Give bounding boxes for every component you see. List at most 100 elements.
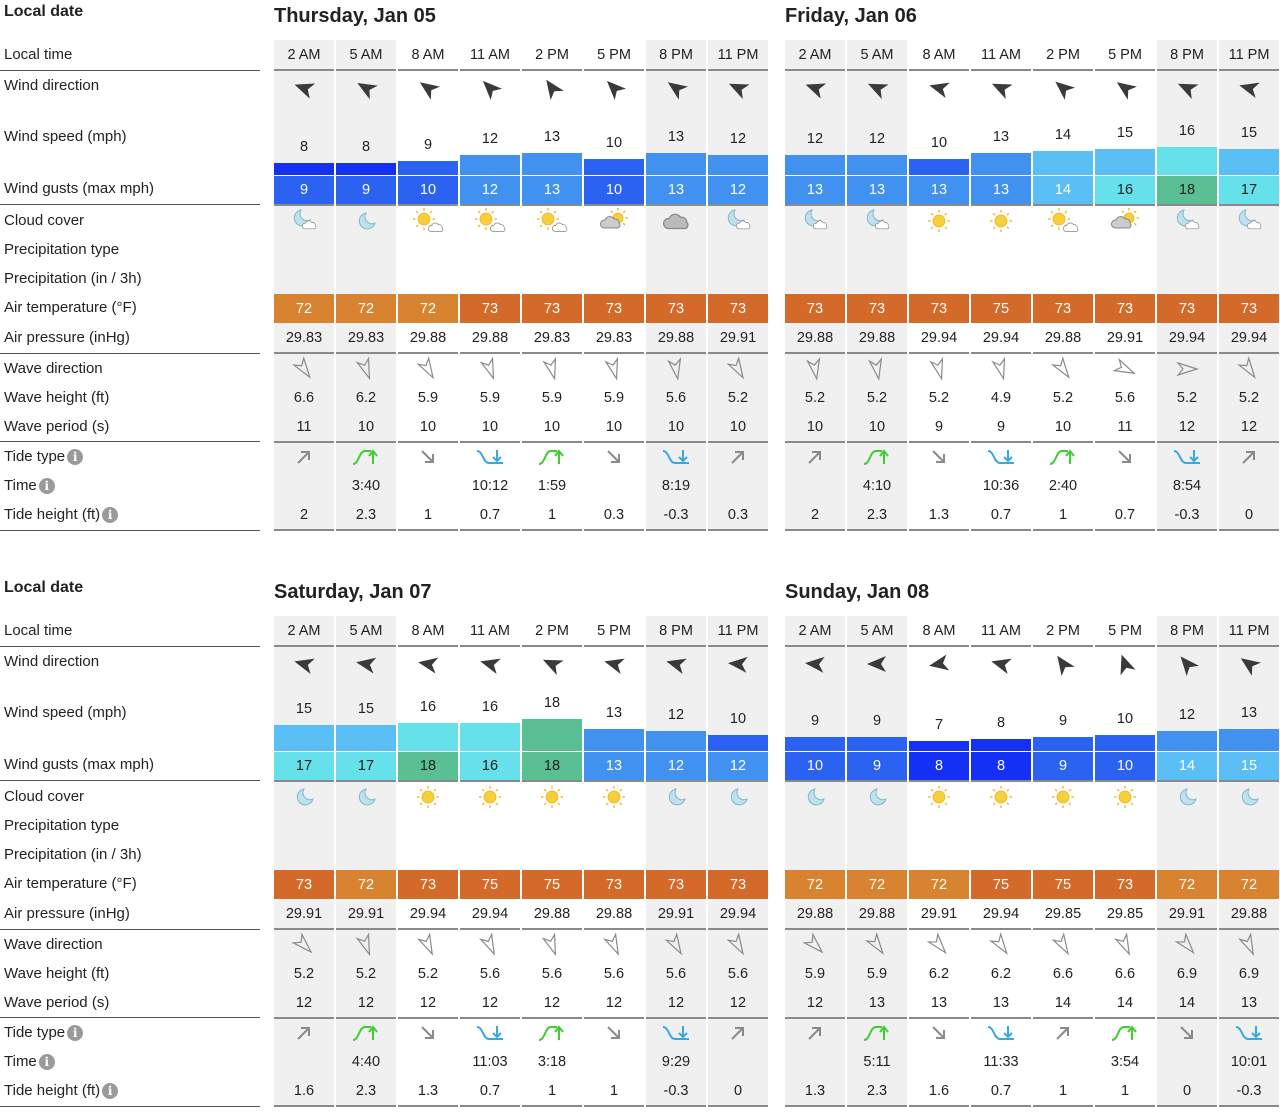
wind-gust-value: 9 [274, 175, 334, 204]
time-divider [1219, 645, 1279, 647]
time-cell: 5 AM [349, 46, 383, 63]
wind-gust-value: 16 [460, 751, 520, 780]
wind-direction-icon [1219, 71, 1279, 104]
precipitation-type-label-text: Precipitation type [4, 241, 120, 258]
wave-direction-icon [1095, 930, 1155, 959]
wave-period-value: 10 [868, 418, 886, 435]
wave-divider [708, 441, 768, 443]
wind-gust-value: 18 [398, 751, 458, 780]
gust-divider [909, 780, 969, 782]
time-divider [460, 69, 520, 71]
wind-gust-value: 13 [971, 175, 1031, 204]
wind-direction-icon [1157, 71, 1217, 104]
gust-divider [398, 204, 458, 206]
tide-time-value: 11:03 [472, 1053, 508, 1070]
wind-speed-value: 13 [667, 129, 685, 145]
wave-divider [646, 441, 706, 443]
moon-cloud-icon [847, 206, 907, 236]
wind-gust-value: 13 [522, 175, 582, 204]
wave-height-value: 6.2 [928, 965, 950, 982]
wind-gust-value: 10 [584, 175, 644, 204]
info-icon[interactable]: i [38, 477, 55, 494]
pressure-divider [584, 928, 644, 930]
tide-rising-icon [274, 443, 334, 471]
wave-height-value: 5.2 [1052, 389, 1074, 406]
time-divider [1095, 69, 1155, 71]
tide-height-value: 2.3 [866, 1082, 888, 1099]
wind-speed-value: 15 [357, 701, 375, 717]
pressure-value: 29.88 [796, 905, 834, 922]
wind-speed-value: 15 [295, 701, 313, 717]
tide-high-icon [847, 443, 907, 471]
forecast-column: 11 PM 10 12 73 29.94 5.6 12 0 [708, 616, 768, 1107]
wave-period-value: 12 [295, 994, 313, 1011]
wind-direction-icon [785, 647, 845, 680]
time-cell: 11 PM [1228, 46, 1270, 63]
wind-gust-value: 10 [398, 175, 458, 204]
wind-speed-value: 9 [423, 137, 433, 153]
tide-time-value: 10:12 [471, 477, 509, 494]
info-icon[interactable]: i [67, 1024, 84, 1041]
tide-divider [1033, 529, 1093, 531]
tide-rising-icon [274, 1019, 334, 1047]
tide-height-value: -0.3 [1174, 506, 1200, 523]
wind-gust-value: 12 [460, 175, 520, 204]
forecast-column: 8 AM 10 13 73 29.94 5.2 9 1.3 [909, 40, 969, 531]
pressure-value: 29.91 [920, 905, 958, 922]
gust-divider [584, 780, 644, 782]
tide-height-value: 1 [547, 506, 557, 523]
wave-height-value: 5.9 [603, 389, 625, 406]
time-divider [847, 69, 907, 71]
precipitation-label-text: Precipitation (in / 3h) [4, 846, 142, 863]
wave-divider [971, 1017, 1031, 1019]
wave-divider [336, 1017, 396, 1019]
info-icon[interactable]: i [102, 1082, 119, 1099]
wave-height-value: 5.9 [417, 389, 439, 406]
tide-height-value: 1.3 [928, 506, 950, 523]
tide-type-label: Tide type i [4, 448, 84, 465]
wind-speed-value: 10 [930, 135, 948, 151]
time-divider [847, 645, 907, 647]
tide-low-icon [646, 443, 706, 471]
time-cell: 8 PM [1170, 622, 1204, 639]
day-title: Sunday, Jan 08 [785, 581, 930, 603]
tide-divider [460, 529, 520, 531]
pressure-divider [1033, 928, 1093, 930]
info-icon[interactable]: i [38, 1053, 55, 1070]
wave-direction-icon [909, 930, 969, 959]
pressure-value: 29.88 [409, 329, 447, 346]
wind-gust-value: 10 [1095, 751, 1155, 780]
gust-divider [1033, 204, 1093, 206]
wave-direction-icon [785, 354, 845, 383]
wind-speed-value: 10 [1116, 711, 1134, 727]
info-icon[interactable]: i [102, 506, 119, 523]
time-divider [971, 645, 1031, 647]
moon-icon [847, 782, 907, 812]
pressure-divider [708, 352, 768, 354]
wind-speed-bar [909, 741, 969, 751]
temperature-value: 73 [909, 294, 969, 323]
pressure-value: 29.88 [595, 905, 633, 922]
wind-gust-value: 9 [336, 175, 396, 204]
gust-divider [708, 204, 768, 206]
forecast-column: 2 AM 8 9 72 29.83 6.6 11 2 [274, 40, 334, 531]
pressure-value: 29.94 [1168, 329, 1206, 346]
wind-direction-icon [909, 647, 969, 680]
tide-low-icon [460, 443, 520, 471]
sun-cloud-icon [1033, 206, 1093, 236]
wind-gust-value: 8 [971, 751, 1031, 780]
time-cell: 2 AM [287, 46, 321, 63]
time-cell: 2 PM [1046, 622, 1080, 639]
tide-divider [847, 1105, 907, 1107]
air-pressure-label: Air pressure (inHg) [4, 905, 130, 922]
wind-speed-bar [584, 729, 644, 751]
wind-speed-value: 9 [872, 713, 882, 729]
tide-height-value: 0.3 [727, 506, 749, 523]
row-divider [0, 70, 260, 71]
wind-gust-value: 17 [336, 751, 396, 780]
precipitation-label: Precipitation (in / 3h) [4, 270, 142, 287]
wave-height-value: 5.2 [417, 965, 439, 982]
tide-high-icon [1095, 1019, 1155, 1047]
pressure-value: 29.88 [533, 905, 571, 922]
info-icon[interactable]: i [67, 448, 84, 465]
